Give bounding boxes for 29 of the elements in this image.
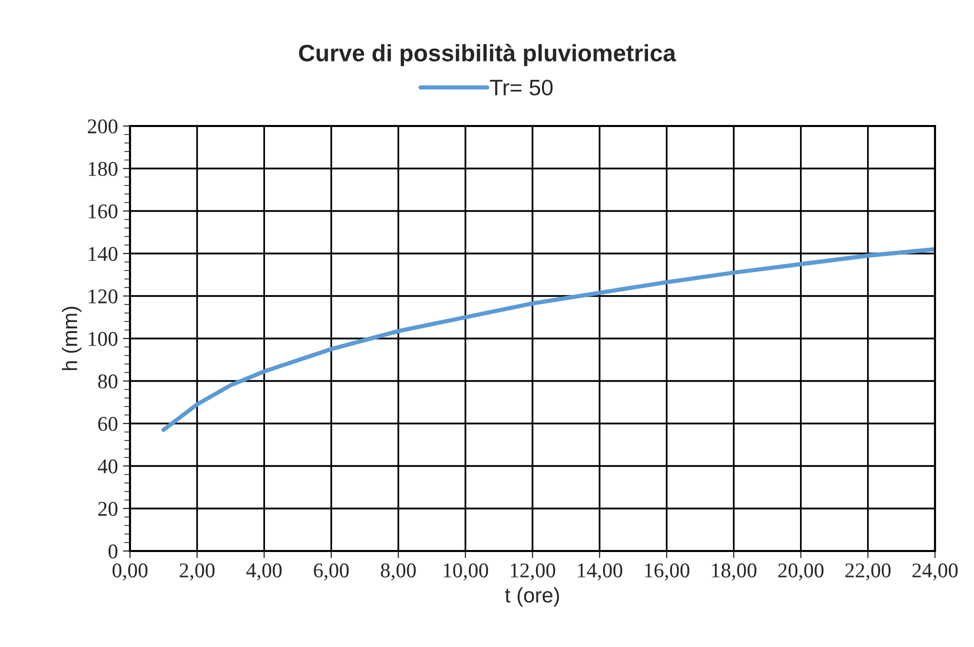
x-tick-label: 0,00	[112, 563, 148, 580]
x-tick-label: 20,00	[778, 563, 824, 580]
y-tick-label: 180	[88, 162, 118, 176]
x-tick-label: 10,00	[444, 563, 488, 580]
y-tick-label: 40	[98, 459, 118, 474]
y-tick-label: 60	[98, 416, 118, 431]
x-tick-label: 4,00	[246, 563, 282, 580]
x-tick-label: 24,00	[912, 563, 958, 580]
x-tick-label: 2,00	[180, 563, 215, 580]
y-axis-title: h (mm)	[62, 306, 82, 370]
x-tick-label: 22,00	[845, 563, 891, 580]
y-tick-label: 20	[98, 502, 118, 516]
y-tick-label: 140	[88, 246, 118, 261]
legend-label: Tr= 50	[490, 80, 553, 96]
y-tick-label: 80	[98, 374, 118, 388]
y-tick-label: 120	[88, 289, 118, 304]
chart-title: Curve di possibilità pluviometrica	[299, 44, 676, 66]
y-tick-label: 200	[88, 119, 118, 134]
x-tick-label: 8,00	[380, 563, 416, 580]
x-tick-label: 12,00	[510, 563, 556, 580]
y-tick-label: 160	[88, 204, 118, 218]
x-axis-title: t (ore)	[505, 587, 559, 607]
line-series	[161, 247, 935, 432]
y-tick-label: 100	[88, 332, 118, 346]
y-tick-label: 0	[108, 544, 118, 558]
x-tick-label: 16,00	[645, 563, 690, 580]
x-tick-label: 18,00	[712, 563, 756, 580]
x-tick-label: 14,00	[578, 563, 622, 580]
x-tick-label: 6,00	[314, 563, 349, 580]
